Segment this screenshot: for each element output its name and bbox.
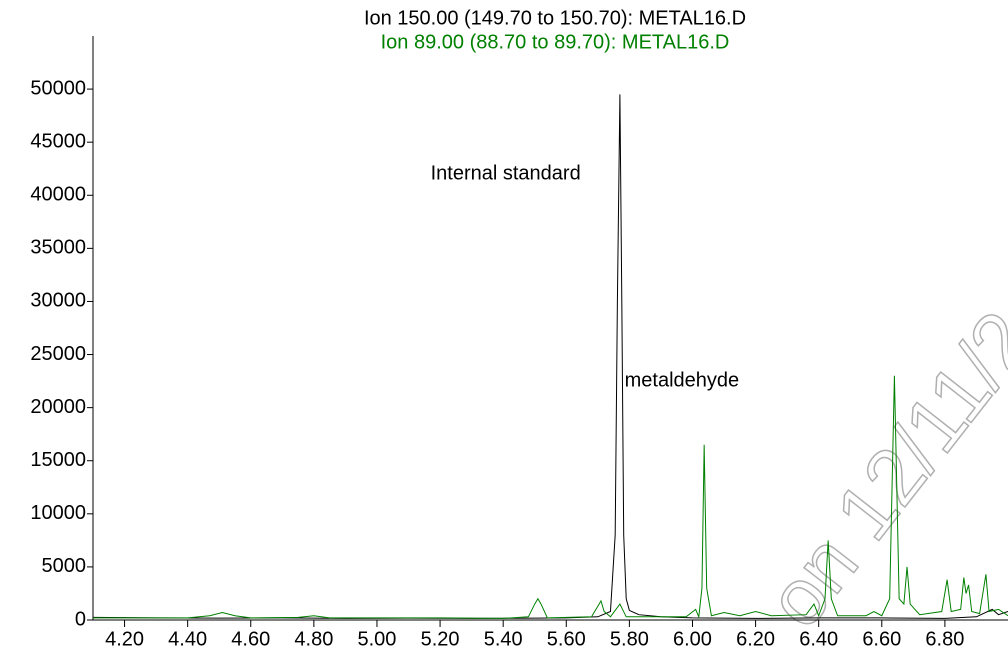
series-line (93, 375, 1008, 619)
x-tick-label: 6.00 (673, 628, 712, 650)
y-tick-label: 25000 (30, 343, 86, 365)
annotation: Internal standard (431, 162, 581, 184)
y-tick-label: 0 (75, 608, 86, 630)
y-tick-label: 35000 (30, 237, 86, 259)
legend-entry: Ion 150.00 (149.70 to 150.70): METAL16.D (364, 7, 746, 29)
legend-entry: Ion 89.00 (88.70 to 89.70): METAL16.D (381, 31, 730, 53)
annotation: metaldehyde (625, 369, 740, 391)
y-tick-label: 10000 (30, 502, 86, 524)
x-tick-label: 4.80 (294, 628, 333, 650)
x-tick-label: 5.60 (547, 628, 586, 650)
x-tick-label: 6.40 (799, 628, 838, 650)
y-tick-label: 45000 (30, 130, 86, 152)
y-tick-label: 30000 (30, 290, 86, 312)
x-tick-label: 4.20 (105, 628, 144, 650)
x-tick-label: 5.20 (421, 628, 460, 650)
y-tick-label: 20000 (30, 396, 86, 418)
x-tick-label: 5.80 (610, 628, 649, 650)
x-tick-label: 6.20 (736, 628, 775, 650)
y-tick-label: 50000 (30, 77, 86, 99)
x-tick-label: 6.60 (862, 628, 901, 650)
x-tick-label: 5.40 (484, 628, 523, 650)
x-tick-label: 4.60 (231, 628, 270, 650)
y-tick-label: 40000 (30, 184, 86, 206)
x-tick-label: 6.80 (925, 628, 964, 650)
y-tick-label: 15000 (30, 449, 86, 471)
x-tick-label: 5.00 (357, 628, 396, 650)
x-tick-label: 4.40 (168, 628, 207, 650)
y-tick-label: 5000 (42, 555, 87, 577)
